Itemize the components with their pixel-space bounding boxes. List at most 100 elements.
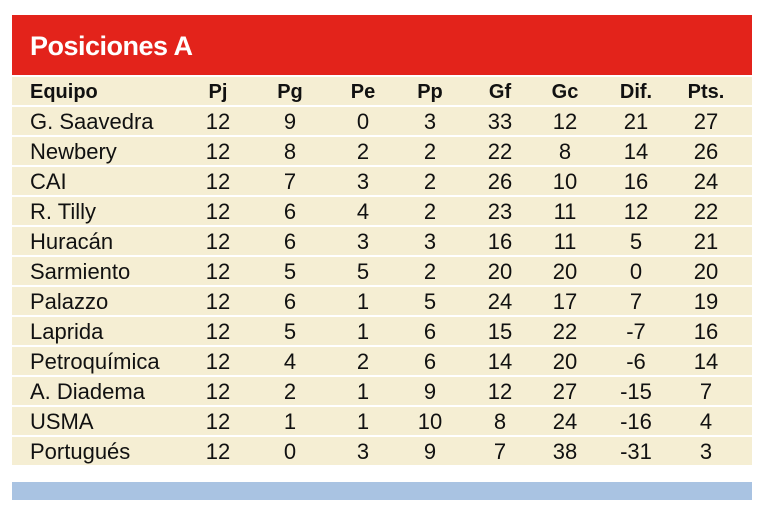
stat-cell: 27 [552,379,578,404]
table-row: G. Saavedra 12 9 0 3 33 12 21 27 [12,107,752,135]
stat-cell: 1 [356,409,370,434]
stat-cell: 2 [356,139,370,164]
header-cell: Dif. [619,81,653,103]
stat-cell: 20 [552,259,578,284]
stat-cell: 20 [487,259,513,284]
stat-cell: 7 [493,439,507,464]
stat-cell: 16 [693,319,719,344]
header-cell: Pg [277,81,303,103]
header-cell: Pe [350,81,376,103]
stat-cell: 23 [487,199,513,224]
stat-cell: 20 [552,349,578,374]
stat-cell: 12 [205,439,231,464]
team-name: G. Saavedra [30,109,154,134]
stat-cell: 19 [693,289,719,314]
stat-cell: 22 [487,139,513,164]
stat-cell: 4 [356,199,370,224]
table-row: USMA 12 1 1 10 8 24 -16 4 [12,407,752,435]
stat-cell: 2 [423,139,437,164]
team-name: R. Tilly [30,199,96,224]
stat-cell: 1 [283,409,297,434]
stat-cell: 12 [205,319,231,344]
stat-cell: 2 [423,169,437,194]
stat-cell: 12 [205,109,231,134]
stat-cell: 16 [623,169,649,194]
stat-cell: 21 [693,229,719,254]
stat-cell: 3 [423,229,437,254]
stat-cell: 0 [629,259,643,284]
team-name: Huracán [30,229,114,254]
stat-cell: 12 [205,379,231,404]
stat-cell: 4 [699,409,713,434]
stat-cell: 8 [283,139,297,164]
stat-cell: 6 [423,349,437,374]
table-row: Petroquímica 12 4 2 6 14 20 -6 14 [12,347,752,375]
stat-cell: 12 [205,259,231,284]
stat-cell: 5 [356,259,370,284]
stat-cell: 21 [623,109,649,134]
stat-cell: 2 [423,199,437,224]
stat-cell: 6 [283,199,297,224]
stat-cell: 27 [693,109,719,134]
stat-cell: 10 [552,169,578,194]
header-cell: Equipo [30,81,98,103]
stat-cell: 38 [552,439,578,464]
stat-cell: 16 [487,229,513,254]
stat-cell: 22 [693,199,719,224]
stat-cell: 7 [629,289,643,314]
header-cell: Pj [208,81,228,103]
stat-cell: 11 [553,229,577,254]
stat-cell: 11 [553,199,577,224]
stat-cell: 6 [283,289,297,314]
table-row: Sarmiento 12 5 5 2 20 20 0 20 [12,257,752,285]
stat-cell: 2 [423,259,437,284]
stat-cell: 24 [552,409,578,434]
stat-cell: 10 [417,409,443,434]
stat-cell: -16 [620,409,652,434]
title: Posiciones A [30,31,193,61]
table-row: Portugués 12 0 3 9 7 38 -31 3 [12,437,752,465]
stat-cell: 14 [487,349,513,374]
stat-cell: 22 [552,319,578,344]
stat-cell: 12 [205,349,231,374]
team-name: Sarmiento [30,259,131,284]
stat-cell: 9 [423,439,437,464]
stat-cell: 1 [356,319,370,344]
stat-cell: 12 [205,409,231,434]
stat-cell: -6 [626,349,646,374]
stat-cell: 9 [283,109,297,134]
stat-cell: 26 [693,139,719,164]
team-name: Newbery [30,139,117,164]
stat-cell: -31 [620,439,652,464]
table-row: Laprida 12 5 1 6 15 22 -7 16 [12,317,752,345]
stat-cell: 5 [629,229,643,254]
stat-cell: 15 [487,319,513,344]
team-name: Portugués [30,439,131,464]
stat-cell: 3 [356,229,370,254]
stat-cell: 12 [623,199,649,224]
stat-cell: 7 [699,379,713,404]
stat-cell: 6 [283,229,297,254]
team-name: CAI [30,169,67,194]
stat-cell: 6 [423,319,437,344]
table-row: R. Tilly 12 6 4 2 23 11 12 22 [12,197,752,225]
stat-cell: 12 [205,139,231,164]
stat-cell: 12 [205,229,231,254]
stat-cell: 7 [283,169,297,194]
table-row: CAI 12 7 3 2 26 10 16 24 [12,167,752,195]
table-row: A. Diadema 12 2 1 9 12 27 -15 7 [12,377,752,405]
table-row: Huracán 12 6 3 3 16 11 5 21 [12,227,752,255]
stat-cell: 12 [205,199,231,224]
header-cell: Pts. [687,81,725,103]
stat-cell: 12 [552,109,578,134]
stat-cell: -15 [620,379,652,404]
header-cell: Pp [417,81,443,103]
stat-cell: 12 [205,169,231,194]
stat-cell: 33 [487,109,513,134]
team-name: Laprida [30,319,104,344]
stat-cell: 26 [487,169,513,194]
stat-cell: 9 [423,379,437,404]
title-bar: Posiciones A [12,15,752,75]
stat-cell: 14 [623,139,649,164]
